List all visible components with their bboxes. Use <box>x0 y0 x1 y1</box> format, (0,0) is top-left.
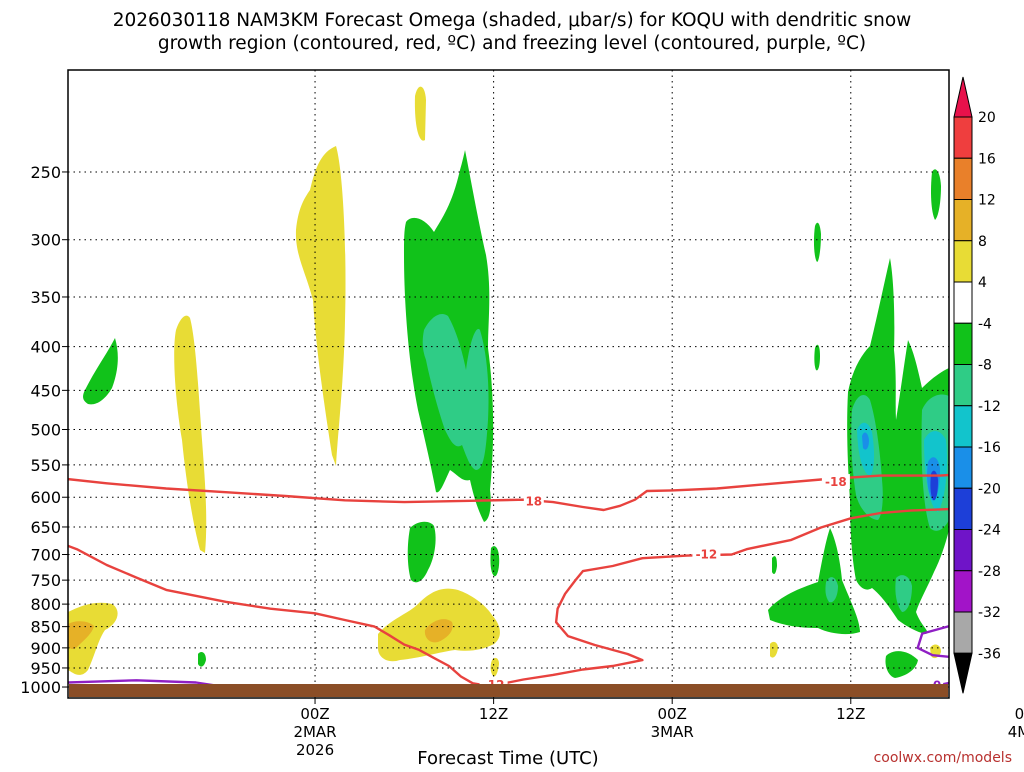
colorbar-label: -20 <box>978 481 1001 497</box>
colorbar-swatch <box>953 405 973 448</box>
contour-label-background <box>821 474 850 490</box>
omega-area-downward-weak <box>885 651 918 678</box>
contour-line <box>68 473 949 512</box>
colorbar-swatch <box>953 240 973 283</box>
pressure-tick-label: 1000 <box>20 678 61 697</box>
pressure-tick-label: 850 <box>30 618 61 637</box>
time-tick-label: 00Z <box>300 705 329 723</box>
colorbar-label: -28 <box>978 564 1001 580</box>
colorbar-label: 20 <box>978 110 996 126</box>
omega-area-upward-weak <box>770 641 778 658</box>
colorbar-label: 12 <box>978 193 996 209</box>
omega-area-downward-moderate <box>825 577 838 603</box>
omega-area-downward-weak <box>813 222 821 262</box>
colorbar-label: -16 <box>978 440 1001 456</box>
omega-area-upward-weak <box>68 602 118 675</box>
colorbar-bottom-arrow <box>953 652 973 694</box>
contour-label-background <box>692 546 721 562</box>
time-tick-label: 00Z <box>658 705 687 723</box>
x-axis-label: Forecast Time (UTC) <box>417 748 598 768</box>
contour-line <box>68 507 949 687</box>
pressure-tick-label: 450 <box>30 381 61 400</box>
pressure-tick-label: 800 <box>30 595 61 614</box>
pressure-tick-label: 400 <box>30 338 61 357</box>
time-tick-label: 12Z <box>836 705 865 723</box>
colorbar-label: -4 <box>978 316 992 332</box>
pressure-tick-label: 700 <box>30 546 61 565</box>
contour-label: -18 <box>825 475 847 489</box>
omega-area-downward-weak <box>847 258 949 634</box>
colorbar-label: 16 <box>978 151 996 167</box>
pressure-axis: 250 300 350 400 450 500 550 600 650 700 750 800 850 9… <box>20 163 68 697</box>
chart-title-line-1: 2026030118 NAM3KM Forecast Omega (shaded… <box>113 10 912 31</box>
omega-shading <box>68 86 949 678</box>
pressure-tick-label: 600 <box>30 488 61 507</box>
omega-area-upward-weak <box>174 315 207 553</box>
colorbar-swatch <box>953 116 973 159</box>
omega-area-downward-weak <box>768 528 860 635</box>
time-tick-label: 2026 <box>296 741 334 759</box>
time-axis: 00Z2MAR202612Z00Z3MAR12Z00Z4MAR <box>293 698 1024 759</box>
omega-area-downward-weak <box>814 344 820 371</box>
pressure-tick-label: 550 <box>30 456 61 475</box>
time-tick-label: 2MAR <box>293 723 336 741</box>
omega-area-upward-moderate <box>424 619 453 643</box>
colorbar-label: -8 <box>978 358 992 374</box>
colorbar-swatch <box>953 199 973 242</box>
pressure-tick-label: 350 <box>30 288 61 307</box>
colorbar-label: -32 <box>978 605 1001 621</box>
pressure-tick-label: 650 <box>30 518 61 537</box>
colorbar-label: 8 <box>978 234 987 250</box>
omega-area-downward-weak <box>83 338 118 405</box>
pressure-tick-label: 500 <box>30 420 61 439</box>
colorbar-swatch <box>953 487 973 530</box>
colorbar-swatch <box>953 446 973 489</box>
time-tick-label: 4MAR <box>1008 723 1024 741</box>
colorbar-top-arrow <box>953 76 973 118</box>
omega-area-downward-weak <box>931 169 941 220</box>
omega-area-downward-weak <box>772 556 777 574</box>
time-tick-label: 3MAR <box>651 723 694 741</box>
colorbar-swatch <box>953 529 973 572</box>
omega-area-upward-moderate <box>68 621 94 650</box>
pressure-tick-label: 250 <box>30 163 61 182</box>
colorbar-swatch <box>953 281 973 324</box>
time-tick-label: 00Z <box>1015 705 1024 723</box>
time-tick-label: 12Z <box>479 705 508 723</box>
omega-area-downward-moderate <box>422 313 489 470</box>
colorbar-legend: 20 16 12 8 4 -4 -8 -12 -16 -20 -24 -28 -32 -36 <box>953 76 1001 694</box>
terrain-surface <box>69 684 948 697</box>
pressure-tick-label: 750 <box>30 571 61 590</box>
colorbar-swatch <box>953 611 973 654</box>
colorbar-swatch <box>953 157 973 200</box>
contour-label: -12 <box>696 548 718 562</box>
omega-area-downward-strongest <box>930 470 938 501</box>
omega-area-downward-moderate <box>895 575 912 612</box>
colorbar-label: -24 <box>978 523 1001 539</box>
colorbar-swatch <box>953 570 973 613</box>
pressure-tick-label: 300 <box>30 231 61 250</box>
contour-label-background <box>523 493 544 509</box>
omega-area-downward-stronger <box>862 432 869 450</box>
colorbar-label: -36 <box>978 646 1001 662</box>
contour-label: 18 <box>525 495 542 509</box>
temperature-contours: 18-18-12-12-1200 <box>68 473 949 693</box>
omega-area-downward-weak <box>407 521 436 583</box>
omega-area-upward-weak <box>414 86 426 141</box>
omega-area-downward-weak <box>490 546 500 577</box>
credit-text: coolwx.com/models <box>874 750 1012 766</box>
pressure-tick-label: 900 <box>30 639 61 658</box>
pressure-tick-label: 950 <box>30 659 61 678</box>
chart-title-line-2: growth region (contoured, red, ºC) and f… <box>158 33 866 54</box>
colorbar-label: 4 <box>978 275 987 291</box>
omega-area-upward-weak <box>295 146 346 466</box>
colorbar-swatch <box>953 364 973 407</box>
omega-area-upward-weak <box>490 657 499 677</box>
omega-area-downward-weak <box>198 652 206 667</box>
colorbar-label: -12 <box>978 399 1001 415</box>
plot-frame <box>67 69 950 699</box>
contour-line <box>849 625 949 692</box>
colorbar-swatch <box>953 322 973 365</box>
